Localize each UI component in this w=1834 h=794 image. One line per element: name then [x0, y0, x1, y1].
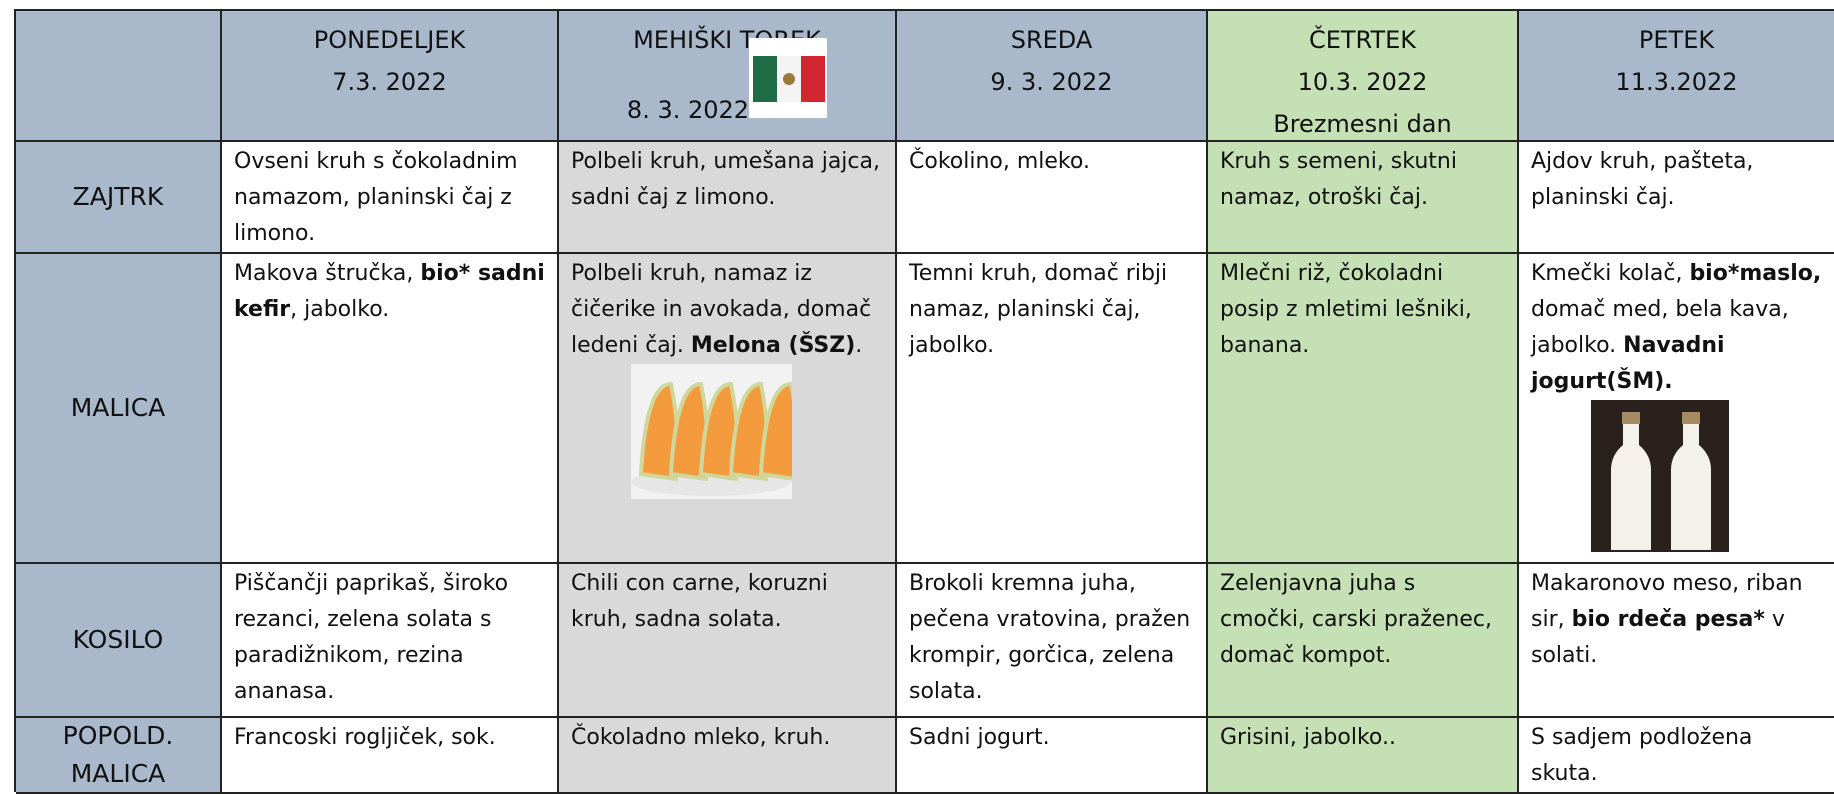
meal-cell: Sadni jogurt.	[897, 718, 1208, 794]
meal-cell: Ovseni kruh s čokoladnim namazom, planin…	[222, 142, 559, 254]
menu-text: S sadjem podložena skuta.	[1531, 725, 1753, 786]
day-name: PETEK	[1638, 26, 1715, 54]
meal-name: ZAJTRK	[72, 182, 164, 211]
menu-text: Chili con carne, koruzni kruh, sadna sol…	[571, 571, 828, 632]
meal-cell: Mlečni riž, čokoladni posip z mletimi le…	[1208, 254, 1519, 564]
menu-text: Čokolino, mleko.	[909, 149, 1090, 174]
day-date: 10.3. 2022	[1297, 68, 1428, 96]
meal-cell: Kmečki kolač, bio*maslo, domač med, bela…	[1519, 254, 1834, 564]
meal-cell: Brokoli kremna juha, pečena vratovina, p…	[897, 564, 1208, 718]
meal-cell: Polbeli kruh, umešana jajca, sadni čaj z…	[559, 142, 897, 254]
meal-cell: Francoski rogljiček, sok.	[222, 718, 559, 794]
meal-name: MALICA	[70, 393, 166, 422]
menu-text: Piščančji paprikaš, široko rezanci, zele…	[234, 571, 509, 704]
menu-text: v solati.	[1531, 607, 1785, 668]
meal-cell: Makaronovo meso, riban sir, bio rdeča pe…	[1519, 564, 1834, 718]
meal-name: KOSILO	[72, 625, 164, 654]
menu-text: Kruh s semeni, skutni namaz, otroški čaj…	[1220, 149, 1457, 210]
day-header: MEHIŠKI TOREK 8. 3. 2022	[559, 11, 897, 142]
meal-label: ZAJTRK	[16, 142, 222, 254]
day-name: ČETRTEK	[1308, 26, 1417, 54]
meal-cell: Makova štručka, bio* sadni kefir, jabolk…	[222, 254, 559, 564]
flag	[749, 38, 828, 131]
meal-label: POPOLD. MALICA	[16, 718, 222, 794]
menu-text: Brokoli kremna juha, pečena vratovina, p…	[909, 571, 1191, 704]
day-note: Brezmesni dan	[1273, 110, 1452, 138]
menu-text: Mlečni riž, čokoladni posip z mletimi le…	[1220, 261, 1472, 358]
menu-text: Sadni jogurt.	[909, 725, 1050, 750]
menu-text: Francoski rogljiček, sok.	[234, 725, 496, 750]
day-header: ČETRTEK 10.3. 2022 Brezmesni dan	[1208, 11, 1519, 142]
menu-text: , jabolko.	[290, 297, 390, 322]
mexico-flag	[749, 38, 828, 118]
bold-text: bio rdeča pesa*	[1571, 607, 1765, 632]
meal-cell: Polbeli kruh, namaz iz čičerike in avoka…	[559, 254, 897, 564]
menu-text: Ovseni kruh s čokoladnim namazom, planin…	[234, 149, 518, 246]
day-date: 8. 3. 2022	[626, 96, 750, 124]
menu-text: Temni kruh, domač ribji namaz, planinski…	[909, 261, 1168, 358]
meal-cell: Piščančji paprikaš, široko rezanci, zele…	[222, 564, 559, 718]
bold-text: Melona (ŠSZ)	[690, 333, 856, 358]
date-row: 8. 3. 2022	[565, 38, 889, 131]
meal-label: KOSILO	[16, 564, 222, 718]
day-name: SREDA	[1010, 26, 1093, 54]
meal-name: POPOLD. MALICA	[62, 721, 174, 788]
menu-text: Čokoladno mleko, kruh.	[571, 725, 831, 750]
meal-cell: S sadjem podložena skuta.	[1519, 718, 1834, 794]
meal-cell: Chili con carne, koruzni kruh, sadna sol…	[559, 564, 897, 718]
melon-photo-svg	[631, 364, 800, 499]
bold-text: bio*maslo,	[1689, 261, 1822, 286]
menu-text: Polbeli kruh, umešana jajca, sadni čaj z…	[571, 149, 880, 210]
day-header: PETEK 11.3.2022	[1519, 11, 1834, 142]
meal-label: MALICA	[16, 254, 222, 564]
day-header: SREDA 9. 3. 2022	[897, 11, 1208, 142]
meal-cell: Grisini, jabolko..	[1208, 718, 1519, 794]
meal-cell: Ajdov kruh, pašteta, planinski čaj.	[1519, 142, 1834, 254]
meal-cell: Čokolino, mleko.	[897, 142, 1208, 254]
bold-text: Navadni jogurt(ŠM).	[1531, 333, 1725, 394]
menu-text: Polbeli kruh, namaz iz čičerike in avoka…	[571, 261, 872, 358]
melon-photo	[631, 364, 883, 511]
meal-cell: Zelenjavna juha s cmočki, carski pražene…	[1208, 564, 1519, 718]
meal-cell: Čokoladno mleko, kruh.	[559, 718, 897, 794]
meal-cell: Kruh s semeni, skutni namaz, otroški čaj…	[1208, 142, 1519, 254]
menu-text: .	[855, 333, 863, 358]
day-date: 9. 3. 2022	[990, 68, 1113, 96]
menu-text: Makaronovo meso, riban sir,	[1531, 571, 1803, 632]
milk-photo	[1591, 400, 1822, 562]
corner-cell	[16, 11, 222, 142]
milk-photo-svg	[1591, 400, 1729, 552]
day-date: 11.3.2022	[1615, 68, 1738, 96]
menu-text: Ajdov kruh, pašteta, planinski čaj.	[1531, 149, 1754, 210]
menu-text: domač med, bela kava, jabolko.	[1531, 297, 1789, 358]
bold-text: bio* sadni kefir	[234, 261, 545, 322]
meal-cell: Temni kruh, domač ribji namaz, planinski…	[897, 254, 1208, 564]
day-date: 7.3. 2022	[332, 68, 447, 96]
menu-text: Grisini, jabolko..	[1220, 725, 1396, 750]
day-name: MEHIŠKI TOREK	[633, 26, 821, 54]
day-name: PONEDELJEK	[313, 26, 466, 54]
menu-text: Kmečki kolač,	[1531, 261, 1690, 286]
menu-text: Zelenjavna juha s cmočki, carski pražene…	[1220, 571, 1492, 668]
day-header: PONEDELJEK 7.3. 2022	[222, 11, 559, 142]
menu-text: Makova štručka,	[234, 261, 421, 286]
menu-table: PONEDELJEK 7.3. 2022 MEHIŠKI TOREK 8. 3. 20…	[14, 9, 1834, 794]
